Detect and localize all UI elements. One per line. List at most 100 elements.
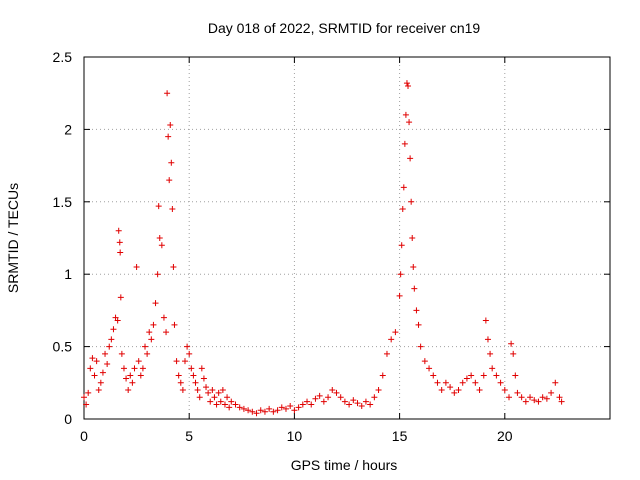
y-axis-label: SRMTID / TECUs xyxy=(5,183,21,293)
data-point xyxy=(196,394,203,401)
data-point xyxy=(245,407,252,414)
data-point xyxy=(115,227,122,234)
data-point xyxy=(274,407,281,414)
data-point xyxy=(171,321,178,328)
data-point xyxy=(249,408,256,415)
data-point xyxy=(484,336,491,343)
data-point xyxy=(154,271,161,278)
data-point xyxy=(398,242,405,249)
data-point xyxy=(308,401,315,408)
data-point xyxy=(278,404,285,411)
data-point xyxy=(217,398,224,405)
data-point xyxy=(442,379,449,386)
data-point xyxy=(350,397,357,404)
data-point xyxy=(287,402,294,409)
data-point xyxy=(371,394,378,401)
data-point xyxy=(375,387,382,394)
data-point xyxy=(506,394,513,401)
data-point xyxy=(168,159,175,166)
data-point xyxy=(156,235,163,241)
data-point xyxy=(257,407,264,414)
data-point xyxy=(192,379,199,386)
data-point xyxy=(179,387,186,394)
data-point xyxy=(459,379,466,386)
data-point xyxy=(341,398,348,405)
y-axis-ticks: 0 0.5 1 1.5 2 2.5 xyxy=(53,49,610,427)
data-point xyxy=(207,398,214,405)
data-point xyxy=(205,389,212,396)
data-point xyxy=(137,372,144,379)
data-point xyxy=(299,401,306,408)
data-point xyxy=(219,387,226,394)
data-point xyxy=(415,321,422,328)
data-point xyxy=(400,184,407,191)
data-point xyxy=(213,401,220,408)
data-point xyxy=(518,394,525,401)
data-point xyxy=(261,408,268,415)
data-point xyxy=(388,336,395,343)
data-point xyxy=(337,394,344,401)
data-point xyxy=(403,80,410,87)
data-point xyxy=(392,329,399,336)
data-point xyxy=(104,360,111,367)
data-point xyxy=(175,372,182,379)
y-tick-label: 1.5 xyxy=(53,194,73,210)
grid-lines xyxy=(84,57,610,419)
data-point xyxy=(240,405,247,412)
data-point xyxy=(164,90,171,97)
data-point xyxy=(455,387,462,394)
data-point xyxy=(89,355,96,362)
data-point xyxy=(209,387,216,394)
data-point xyxy=(411,285,418,292)
data-point xyxy=(232,401,239,408)
data-point xyxy=(354,400,361,407)
data-point xyxy=(266,405,273,412)
data-point xyxy=(91,372,98,379)
data-point xyxy=(135,358,142,365)
data-point xyxy=(108,336,115,343)
data-point xyxy=(358,402,365,409)
y-tick-label: 0 xyxy=(64,411,72,427)
data-point xyxy=(329,387,336,394)
data-point xyxy=(146,329,153,336)
data-point xyxy=(116,239,123,246)
x-axis-label: GPS time / hours xyxy=(291,457,398,473)
data-point xyxy=(142,343,149,350)
data-point xyxy=(131,365,138,372)
data-point xyxy=(186,350,193,357)
data-point xyxy=(163,329,170,336)
data-point xyxy=(236,404,243,411)
data-point xyxy=(451,389,458,396)
data-point xyxy=(117,249,124,256)
data-point xyxy=(346,401,353,408)
data-point xyxy=(148,336,155,343)
data-point xyxy=(215,389,222,396)
data-point xyxy=(221,401,228,408)
data-point xyxy=(291,407,298,414)
data-point xyxy=(508,340,515,347)
data-point xyxy=(406,119,413,126)
data-point xyxy=(270,408,277,415)
data-point xyxy=(397,271,404,278)
data-point xyxy=(188,365,195,372)
data-point xyxy=(468,372,475,379)
data-point xyxy=(95,387,102,394)
data-point xyxy=(325,394,332,401)
data-point xyxy=(155,203,162,210)
data-point xyxy=(120,365,127,372)
data-point xyxy=(129,379,136,386)
y-tick-label: 2 xyxy=(64,121,72,137)
data-point xyxy=(194,387,201,394)
data-point xyxy=(463,375,470,382)
data-point xyxy=(173,358,180,365)
data-point xyxy=(434,379,441,386)
data-point xyxy=(426,365,433,372)
data-point xyxy=(139,365,146,372)
x-tick-label: 10 xyxy=(287,428,303,444)
data-point xyxy=(396,292,403,299)
data-point xyxy=(493,372,500,379)
data-point xyxy=(399,206,406,213)
data-point xyxy=(133,263,140,270)
data-point xyxy=(282,405,289,412)
data-point xyxy=(514,389,521,396)
